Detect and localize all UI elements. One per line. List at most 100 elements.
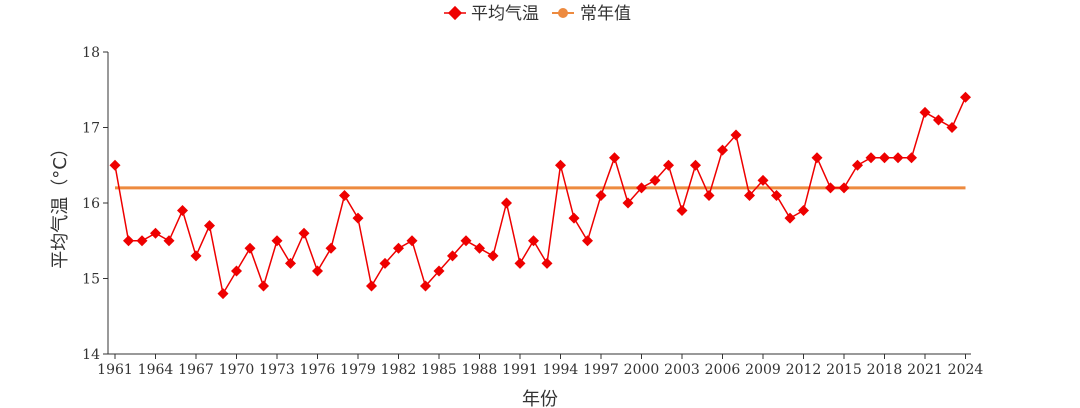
data-point-1993[interactable] (541, 257, 553, 269)
data-point-1980[interactable] (366, 280, 377, 292)
data-point-1995[interactable] (568, 212, 580, 224)
x-tick-label: 1982 (381, 362, 417, 378)
data-point-1970[interactable] (231, 265, 242, 277)
data-point-1966[interactable] (177, 205, 188, 217)
y-tick-label: 14 (82, 347, 100, 363)
data-point-1982[interactable] (393, 242, 404, 254)
data-point-2010[interactable] (771, 189, 782, 201)
data-point-2018[interactable] (879, 152, 890, 164)
data-point-1994[interactable] (555, 159, 566, 171)
x-tick-label: 2018 (867, 362, 903, 378)
x-tick-label: 2012 (786, 362, 822, 378)
data-point-1967[interactable] (190, 250, 202, 262)
data-point-2009[interactable] (757, 174, 769, 186)
data-point-2017[interactable] (865, 152, 877, 164)
data-point-2016[interactable] (852, 159, 863, 171)
x-tick-label: 1991 (502, 362, 538, 378)
x-tick-label: 1988 (462, 362, 498, 378)
data-point-2004[interactable] (690, 159, 701, 171)
y-tick-label: 18 (82, 45, 100, 61)
x-tick-label: 1970 (219, 362, 255, 378)
legend-label-average-temperature: 平均气温 (471, 4, 539, 24)
data-point-1972[interactable] (258, 280, 269, 292)
data-point-1992[interactable] (528, 235, 539, 247)
x-tick-label: 1976 (300, 362, 336, 378)
x-tick-label: 2003 (664, 362, 700, 378)
data-point-1983[interactable] (406, 235, 418, 247)
x-tick-label: 1967 (178, 362, 214, 378)
data-point-1984[interactable] (420, 280, 431, 292)
data-point-1962[interactable] (123, 235, 134, 247)
data-point-1974[interactable] (285, 257, 296, 269)
data-point-2022[interactable] (933, 114, 944, 126)
data-point-2015[interactable] (838, 182, 850, 194)
data-point-1981[interactable] (379, 257, 391, 269)
x-axis-title: 年份 (522, 389, 558, 408)
data-point-1975[interactable] (298, 227, 310, 239)
y-tick-label: 16 (82, 196, 100, 212)
data-point-2007[interactable] (730, 129, 742, 141)
x-tick-label: 1997 (583, 362, 619, 378)
data-point-2021[interactable] (919, 106, 931, 118)
x-ticks: 1961 1964 1967 1970 1973 1976 1979 1982 1985 1988… (97, 354, 983, 378)
x-tick-label: 2006 (705, 362, 741, 378)
data-point-1998[interactable] (609, 152, 620, 164)
x-tick-label: 2024 (948, 362, 984, 378)
data-point-1964[interactable] (150, 227, 161, 239)
data-point-1977[interactable] (325, 242, 337, 254)
y-ticks: 14 15 16 17 18 (82, 45, 108, 363)
data-point-2006[interactable] (717, 144, 728, 156)
data-point-1991[interactable] (514, 257, 526, 269)
average-temperature-line (114, 96, 967, 296)
data-point-1990[interactable] (501, 197, 512, 209)
data-point-1985[interactable] (433, 265, 445, 277)
x-tick-label: 1964 (138, 362, 174, 378)
data-point-1989[interactable] (487, 250, 499, 262)
data-point-1965[interactable] (163, 235, 175, 247)
data-point-2012[interactable] (798, 205, 809, 217)
data-point-1996[interactable] (582, 235, 593, 247)
data-point-2003[interactable] (676, 205, 688, 217)
x-tick-label: 1973 (259, 362, 295, 378)
data-point-2019[interactable] (892, 152, 904, 164)
data-point-1988[interactable] (474, 242, 485, 254)
data-point-1979[interactable] (352, 212, 364, 224)
data-point-2002[interactable] (663, 159, 674, 171)
x-tick-label: 1979 (340, 362, 376, 378)
data-point-2013[interactable] (811, 152, 823, 164)
data-point-1971[interactable] (244, 242, 256, 254)
average-temperature-series (109, 91, 971, 300)
data-point-2011[interactable] (784, 212, 796, 224)
legend-marker-normal-value (558, 8, 568, 18)
data-point-1961[interactable] (109, 159, 121, 171)
legend-label-normal-value: 常年值 (580, 4, 631, 24)
data-point-2020[interactable] (906, 152, 917, 164)
data-point-1973[interactable] (271, 235, 283, 247)
data-point-2005[interactable] (703, 189, 715, 201)
data-point-1999[interactable] (622, 197, 634, 209)
legend-item-average-temperature[interactable]: 平均气温 (444, 4, 539, 24)
data-point-1978[interactable] (339, 189, 350, 201)
data-point-2008[interactable] (744, 189, 755, 201)
x-tick-label: 2000 (624, 362, 660, 378)
data-point-1968[interactable] (204, 220, 215, 232)
x-tick-label: 1961 (97, 362, 133, 378)
data-point-2023[interactable] (946, 122, 958, 133)
x-tick-label: 1985 (421, 362, 457, 378)
legend-item-normal-value[interactable]: 常年值 (552, 4, 631, 24)
data-point-1976[interactable] (312, 265, 323, 277)
data-point-1997[interactable] (595, 189, 607, 201)
data-point-1986[interactable] (447, 250, 458, 262)
x-tick-label: 2009 (745, 362, 781, 378)
y-tick-label: 17 (82, 121, 100, 137)
y-axis-title: 平均气温（°C） (50, 139, 71, 269)
data-point-2000[interactable] (636, 182, 647, 194)
data-point-1987[interactable] (460, 235, 472, 247)
data-point-2014[interactable] (825, 182, 836, 194)
data-point-1963[interactable] (136, 235, 148, 247)
legend-marker-average-temperature (447, 5, 463, 21)
data-point-1969[interactable] (217, 288, 229, 300)
data-point-2024[interactable] (960, 91, 971, 103)
data-point-2001[interactable] (649, 174, 661, 186)
